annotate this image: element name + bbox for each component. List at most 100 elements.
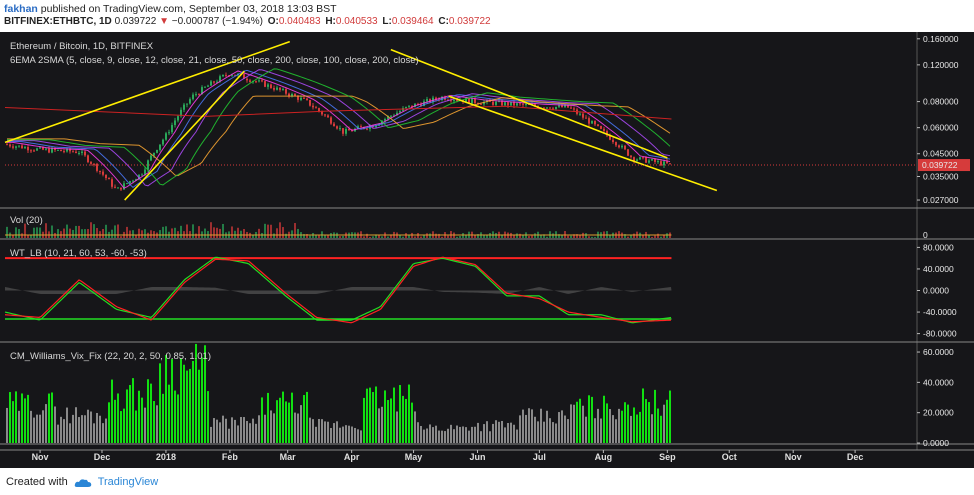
candle-body [198, 94, 200, 96]
last-price: 0.039722 [114, 16, 157, 27]
time-tick-label: May [405, 452, 423, 462]
candle-body [366, 128, 368, 130]
candle-body [273, 87, 275, 90]
candle-body [660, 161, 662, 166]
candle-body [312, 105, 314, 108]
vix-bar [330, 428, 332, 443]
candle-body [12, 146, 14, 148]
vix-bar [303, 395, 305, 443]
vix-bar [105, 418, 107, 443]
candle-body [66, 148, 68, 152]
vix-bar [312, 419, 314, 443]
vix-bar [603, 395, 605, 443]
candle-body [636, 159, 638, 161]
vix-bar [327, 421, 329, 443]
candle-body [60, 149, 62, 152]
vix-bar [234, 419, 236, 443]
vix-bar [18, 410, 20, 443]
vix-bar [51, 392, 53, 443]
candle-body [204, 86, 206, 88]
candle-body [594, 121, 596, 125]
volume-bar [579, 234, 581, 238]
candle-body [45, 148, 47, 150]
volume-bar [105, 224, 107, 238]
vix-tick-label: 60.0000 [923, 347, 954, 357]
volume-bar [648, 234, 650, 238]
candle-body [21, 145, 23, 149]
volume-bar [570, 235, 572, 238]
open-value: 0.040483 [278, 16, 321, 27]
vix-bar [426, 428, 428, 443]
price-tick-label: 0.120000 [923, 60, 959, 70]
vix-bar [243, 417, 245, 443]
vix-bar [447, 428, 449, 443]
candle-body [474, 98, 476, 104]
vix-bar [177, 394, 179, 443]
candle-body [222, 74, 224, 77]
vix-bar [183, 364, 185, 443]
vix-bar [285, 401, 287, 443]
vix-bar [357, 429, 359, 443]
vix-bar [69, 423, 71, 443]
vix-bar [444, 431, 446, 443]
candle-body [90, 162, 92, 164]
volume-bar [315, 235, 317, 238]
volume-bar [447, 235, 449, 238]
volume-bar [150, 230, 152, 238]
candle-body [270, 84, 272, 88]
candle-body [411, 105, 413, 108]
vix-bar [549, 418, 551, 443]
volume-bar [516, 233, 518, 238]
vix-bar [663, 404, 665, 443]
vix-bar [501, 420, 503, 443]
candle-body [585, 117, 587, 119]
vix-bar [513, 424, 515, 443]
time-tick-label: Apr [344, 452, 360, 462]
volume-bar [372, 236, 374, 238]
vix-bar [15, 391, 17, 443]
candle-body [201, 87, 203, 95]
price-tick-label: 0.160000 [923, 34, 959, 44]
candle-body [582, 113, 584, 118]
vix-bar [99, 415, 101, 443]
tradingview-link[interactable]: TradingView [97, 476, 159, 488]
candle-body [30, 150, 32, 152]
vix-bar [90, 411, 92, 443]
candle-body [567, 105, 569, 108]
vix-bar [75, 407, 77, 443]
volume-bar [441, 236, 443, 238]
vix-bar [639, 411, 641, 443]
candle-body [9, 144, 11, 147]
vix-bar [528, 408, 530, 443]
volume-bar [162, 226, 164, 238]
vix-bar [636, 414, 638, 443]
time-tick-label: Jun [469, 452, 485, 462]
vix-bar [594, 418, 596, 443]
vix-bar [102, 423, 104, 443]
vix-bar [561, 410, 563, 443]
candle-body [27, 147, 29, 151]
volume-bar [135, 235, 137, 238]
volume-bar [414, 236, 416, 238]
vix-bar [363, 397, 365, 443]
volume-bar [543, 234, 545, 238]
close-value: 0.039722 [448, 16, 491, 27]
chart-svg[interactable]: 0.160000 0.120000 0.080000 0.060000 0.045000… [0, 32, 974, 468]
chart-area[interactable]: 0.160000 0.120000 0.080000 0.060000 0.045000… [0, 32, 974, 468]
author-name[interactable]: fakhan [4, 3, 38, 15]
vix-bar [192, 361, 194, 443]
price-tick-label: 0.080000 [923, 97, 959, 107]
candle-body [303, 97, 305, 99]
volume-bar [39, 227, 41, 238]
candle-body [450, 100, 452, 102]
vix-bar [408, 384, 410, 443]
vix-bar [534, 416, 536, 443]
candle-body [291, 93, 293, 97]
vix-bar [456, 425, 458, 443]
candle-body [210, 81, 212, 86]
candle-body [621, 145, 623, 148]
volume-bar [573, 234, 575, 238]
moving-average-line [7, 70, 671, 189]
volume-bar [18, 228, 20, 238]
candle-body [249, 80, 251, 82]
